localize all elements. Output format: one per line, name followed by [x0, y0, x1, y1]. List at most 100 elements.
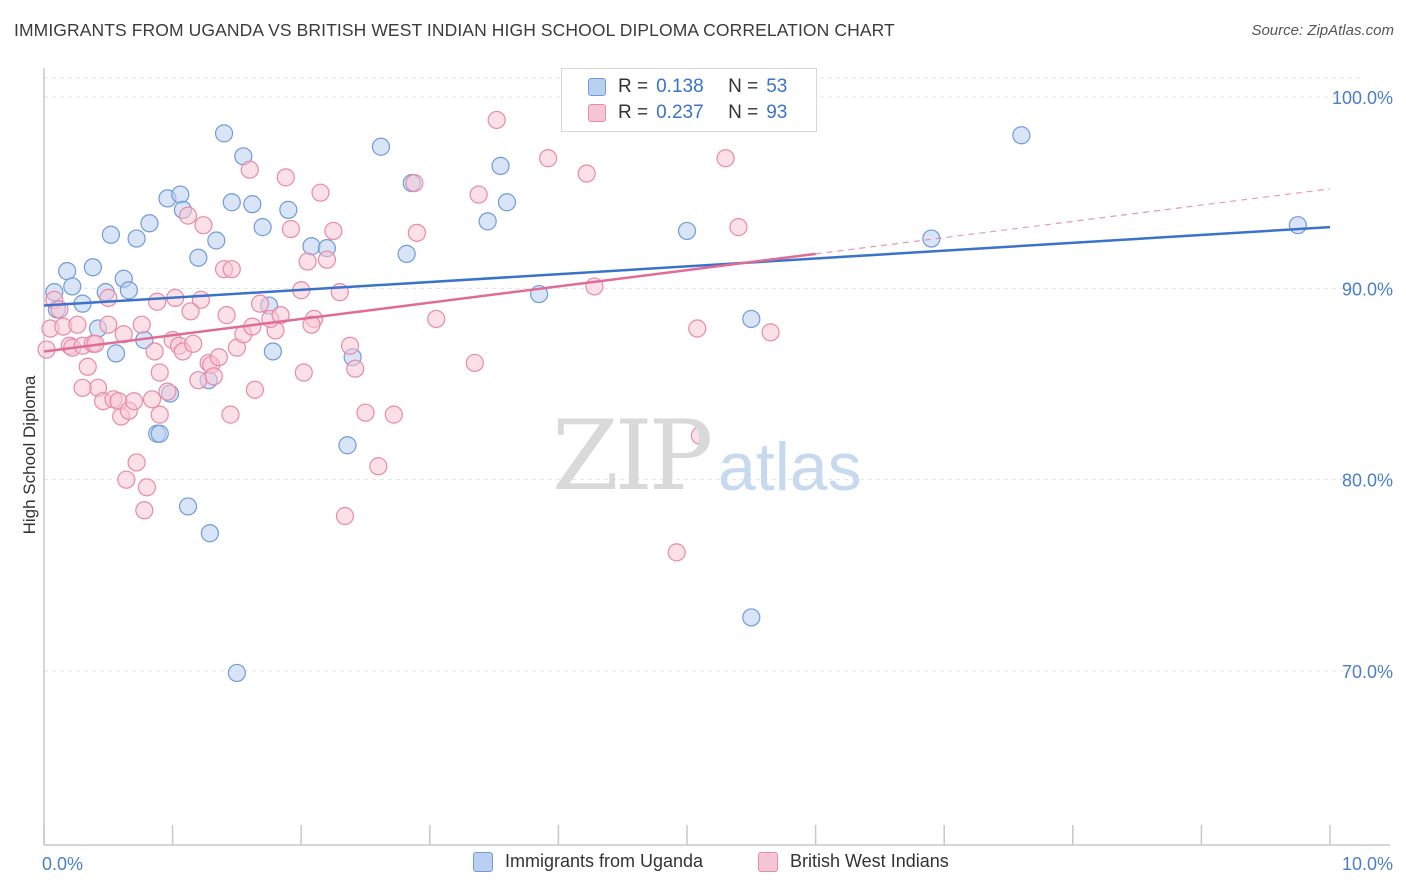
point-uganda	[171, 185, 190, 204]
point-bwi	[142, 390, 162, 409]
y-tick-label: 80.0%	[1342, 471, 1393, 491]
point-bwi	[127, 453, 146, 472]
point-uganda	[150, 424, 169, 443]
point-bwi	[148, 292, 167, 311]
point-bwi	[688, 319, 707, 338]
legend-swatch-bwi	[588, 104, 606, 122]
point-bwi	[137, 478, 156, 497]
point-bwi	[298, 252, 317, 271]
point-bwi	[222, 260, 241, 279]
point-bwi	[158, 382, 177, 401]
point-uganda	[263, 342, 283, 361]
point-bwi	[761, 323, 780, 342]
point-uganda	[397, 244, 416, 263]
point-uganda	[742, 608, 761, 627]
watermark-zip: ZIP	[552, 400, 713, 512]
point-uganda	[140, 214, 159, 233]
point-bwi	[209, 348, 228, 367]
point-uganda	[497, 193, 517, 212]
point-bwi	[487, 110, 506, 130]
point-uganda	[677, 221, 697, 241]
point-bwi	[99, 288, 118, 307]
trendline-extension-bwi	[815, 188, 1331, 255]
point-uganda	[189, 248, 208, 267]
point-bwi	[302, 315, 321, 334]
point-bwi	[189, 371, 208, 390]
point-uganda	[101, 225, 120, 244]
point-bwi	[78, 357, 97, 376]
point-uganda	[253, 218, 272, 237]
point-uganda	[106, 344, 126, 363]
legend-r-label: R =	[618, 102, 649, 123]
y-axis-label: High School Diploma	[20, 375, 39, 534]
point-bwi	[250, 294, 270, 313]
legend-label-bwi: British West Indians	[790, 851, 949, 871]
point-uganda	[178, 497, 198, 516]
legend-n-value-bwi: 93	[766, 102, 788, 123]
legend-row-bwi: R = 0.237 N = 93	[588, 100, 787, 126]
source-label: Source: ZipAtlas.com	[1251, 22, 1394, 39]
y-tick-label: 100.0%	[1332, 88, 1393, 108]
series-uganda	[45, 124, 1307, 683]
point-bwi	[194, 216, 213, 235]
legend-item-uganda: Immigrants from Uganda	[473, 851, 703, 872]
y-tick-label: 70.0%	[1342, 662, 1393, 682]
point-uganda	[1288, 216, 1307, 235]
legend-swatch-bwi	[758, 851, 778, 872]
point-bwi	[184, 334, 203, 353]
point-uganda	[214, 124, 234, 143]
legend-swatch-uganda	[473, 851, 493, 872]
legend-label-uganda: Immigrants from Uganda	[505, 851, 704, 871]
point-bwi	[369, 457, 388, 476]
stats-legend: R = 0.138 N = 53 R = 0.237 N = 93	[561, 68, 817, 132]
legend-n-label: N =	[728, 76, 759, 97]
point-uganda	[279, 200, 298, 219]
point-uganda	[478, 212, 497, 231]
point-uganda	[207, 231, 226, 250]
point-bwi	[150, 405, 169, 424]
point-bwi	[145, 342, 164, 361]
point-uganda	[302, 237, 321, 256]
point-uganda	[127, 229, 146, 248]
legend-r-value-bwi: 0.237	[656, 102, 704, 123]
point-uganda	[338, 436, 357, 455]
point-bwi	[181, 302, 200, 321]
point-bwi	[204, 367, 223, 386]
point-bwi	[539, 149, 558, 168]
point-bwi	[73, 378, 92, 397]
point-bwi	[716, 149, 735, 168]
point-bwi	[384, 405, 403, 424]
point-bwi	[276, 168, 295, 187]
point-bwi	[311, 183, 330, 202]
point-uganda	[1012, 126, 1031, 145]
legend-r-value-uganda: 0.138	[656, 76, 704, 97]
legend-r-label: R =	[618, 76, 649, 97]
point-uganda	[227, 663, 246, 683]
point-bwi	[135, 501, 154, 520]
point-uganda	[63, 277, 82, 296]
point-uganda	[222, 193, 241, 212]
x-tick-label: 10.0%	[1342, 854, 1393, 874]
point-bwi	[469, 185, 488, 204]
point-bwi	[346, 359, 365, 378]
point-bwi	[281, 219, 301, 239]
point-bwi	[405, 174, 424, 193]
point-bwi	[667, 543, 686, 562]
point-bwi	[465, 353, 484, 373]
point-bwi	[178, 206, 198, 225]
trendline-bwi	[43, 252, 816, 353]
point-bwi	[577, 164, 596, 183]
point-uganda	[243, 195, 262, 214]
point-uganda	[742, 309, 761, 329]
point-bwi	[117, 470, 136, 489]
point-uganda	[83, 258, 102, 277]
point-bwi	[150, 363, 169, 382]
point-uganda	[491, 156, 510, 175]
point-bwi	[294, 363, 313, 382]
point-bwi	[114, 325, 133, 344]
point-bwi	[99, 315, 118, 334]
point-bwi	[335, 506, 355, 526]
legend-item-bwi: British West Indians	[758, 851, 949, 872]
x-tick-label: 0.0%	[42, 854, 83, 874]
